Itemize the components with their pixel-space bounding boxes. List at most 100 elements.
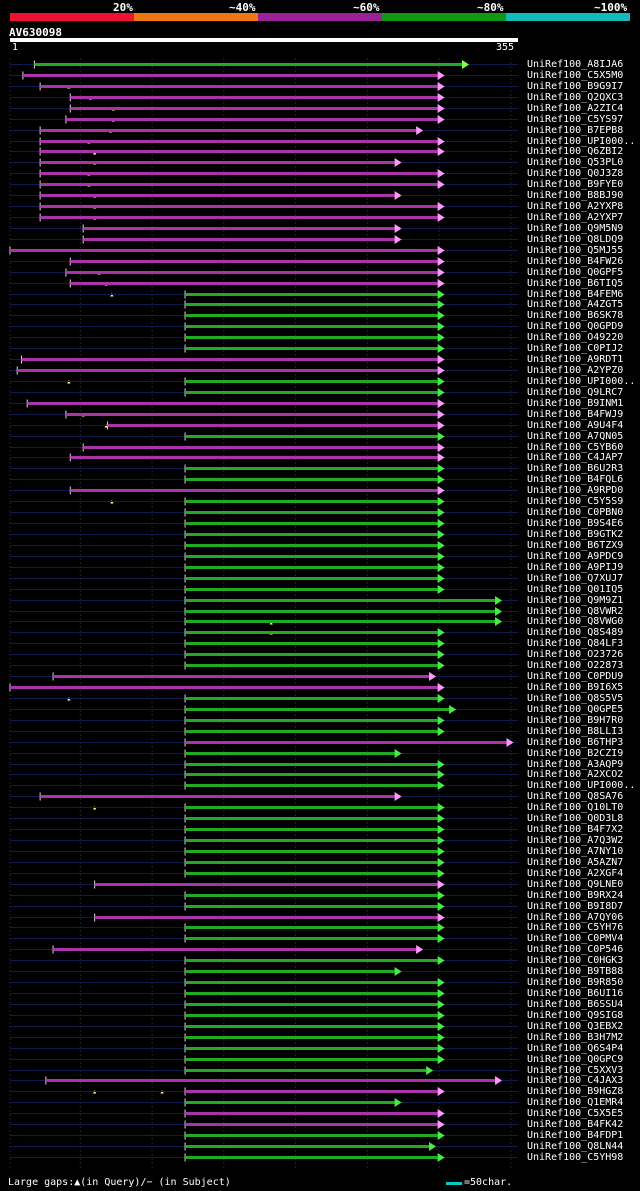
hit-label-35[interactable]: UniRef100_C5YB60 [527,441,624,453]
hit-label-92[interactable]: UniRef100_C5XXV3 [527,1064,624,1076]
hit-label-33[interactable]: UniRef100_A9U4F4 [527,419,624,431]
hit-label-84[interactable]: UniRef100_B9R850 [527,976,624,988]
hit-label-69[interactable]: UniRef100_Q0D3L8 [527,812,624,824]
hit-label-59[interactable]: UniRef100_Q0GPE5 [527,703,624,715]
hit-label-79[interactable]: UniRef100_C5YH76 [527,921,624,933]
hit-label-54[interactable]: UniRef100_O23726 [527,648,624,660]
hit-label-14[interactable]: UniRef100_A2YXP7 [527,211,624,223]
hit-label-63[interactable]: UniRef100_B2CZI9 [527,747,624,759]
hit-label-17[interactable]: UniRef100_Q5MJ55 [527,244,624,256]
hit-label-22[interactable]: UniRef100_A4ZGT5 [527,298,624,310]
hit-label-50[interactable]: UniRef100_Q8VWR2 [527,605,624,617]
hit-label-72[interactable]: UniRef100_A7NY10 [527,845,624,857]
hit-label-87[interactable]: UniRef100_Q9SIG8 [527,1009,624,1021]
hit-label-91[interactable]: UniRef100_Q0GPC9 [527,1053,624,1065]
hit-label-30[interactable]: UniRef100_Q9LRC7 [527,386,624,398]
hit-label-93[interactable]: UniRef100_C4JAX3 [527,1074,624,1086]
hit-label-21[interactable]: UniRef100_B4FEM6 [527,288,624,300]
hit-label-15[interactable]: UniRef100_Q9M5N9 [527,222,624,234]
hit-label-89[interactable]: UniRef100_B3H7M2 [527,1031,624,1043]
hit-label-41[interactable]: UniRef100_C0PBN0 [527,506,624,518]
hit-label-61[interactable]: UniRef100_B8LLI3 [527,725,624,737]
hit-label-31[interactable]: UniRef100_B9INM1 [527,397,624,409]
hit-label-20[interactable]: UniRef100_B6TIQ5 [527,277,624,289]
hit-label-12[interactable]: UniRef100_B8BJ90 [527,189,624,201]
hit-label-70[interactable]: UniRef100_B4F7X2 [527,823,624,835]
hit-label-66[interactable]: UniRef100_UPI000.. [527,779,636,791]
hit-label-95[interactable]: UniRef100_Q1EMR4 [527,1096,624,1108]
hit-label-29[interactable]: UniRef100_UPI000.. [527,375,636,387]
hit-label-98[interactable]: UniRef100_B4FDP1 [527,1129,624,1141]
hit-label-82[interactable]: UniRef100_C0HGK3 [527,954,624,966]
hit-label-83[interactable]: UniRef100_B9TB88 [527,965,624,977]
hit-label-28[interactable]: UniRef100_A2YPZ0 [527,364,624,376]
hit-label-80[interactable]: UniRef100_C0PMV4 [527,932,624,944]
hit-label-19[interactable]: UniRef100_Q0GPF5 [527,266,624,278]
hit-label-38[interactable]: UniRef100_B4FQL6 [527,473,624,485]
hit-label-99[interactable]: UniRef100_Q8LN44 [527,1140,624,1152]
hit-label-53[interactable]: UniRef100_Q84LF3 [527,637,624,649]
hit-label-96[interactable]: UniRef100_C5X5E5 [527,1107,624,1119]
hit-label-73[interactable]: UniRef100_A5AZN7 [527,856,624,868]
hit-label-78[interactable]: UniRef100_A7QY06 [527,911,624,923]
hit-label-13[interactable]: UniRef100_A2YXP8 [527,200,624,212]
hit-label-5[interactable]: UniRef100_C5YS97 [527,113,624,125]
hit-label-94[interactable]: UniRef100_B9HGZ8 [527,1085,624,1097]
hit-label-16[interactable]: UniRef100_Q8LDQ9 [527,233,624,245]
hit-label-27[interactable]: UniRef100_A9RDT1 [527,353,624,365]
hit-label-45[interactable]: UniRef100_A9PDC9 [527,550,624,562]
hit-label-23[interactable]: UniRef100_B6SK78 [527,309,624,321]
hit-label-57[interactable]: UniRef100_B9I6X5 [527,681,624,693]
hit-label-64[interactable]: UniRef100_A3AQP9 [527,758,624,770]
hit-label-0[interactable]: UniRef100_A8IJA6 [527,58,624,70]
hit-label-46[interactable]: UniRef100_A9PIJ9 [527,561,624,573]
hit-label-18[interactable]: UniRef100_B4FW26 [527,255,624,267]
hit-label-77[interactable]: UniRef100_B9I8D7 [527,900,624,912]
hit-label-68[interactable]: UniRef100_Q10LT0 [527,801,624,813]
hit-label-81[interactable]: UniRef100_C0P546 [527,943,624,955]
hit-label-74[interactable]: UniRef100_A2XGF4 [527,867,624,879]
hit-label-40[interactable]: UniRef100_C5Y5S9 [527,495,624,507]
hit-label-62[interactable]: UniRef100_B6THP3 [527,736,624,748]
hit-label-6[interactable]: UniRef100_B7EPB8 [527,124,624,136]
hit-label-71[interactable]: UniRef100_A7Q3W2 [527,834,624,846]
hit-label-10[interactable]: UniRef100_Q0J3Z8 [527,167,624,179]
hit-label-75[interactable]: UniRef100_Q9LNE0 [527,878,624,890]
hit-label-55[interactable]: UniRef100_O22873 [527,659,624,671]
hit-label-85[interactable]: UniRef100_B6UI16 [527,987,624,999]
hit-label-24[interactable]: UniRef100_Q0GPD9 [527,320,624,332]
hit-label-51[interactable]: UniRef100_Q8VWG0 [527,615,624,627]
hit-label-8[interactable]: UniRef100_Q6ZBI2 [527,145,624,157]
hit-label-37[interactable]: UniRef100_B6U2R3 [527,462,624,474]
hit-label-67[interactable]: UniRef100_Q8SA76 [527,790,624,802]
hit-label-32[interactable]: UniRef100_B4FWJ9 [527,408,624,420]
hit-label-76[interactable]: UniRef100_B9RX24 [527,889,624,901]
hit-label-4[interactable]: UniRef100_A2ZIC4 [527,102,624,114]
hit-label-60[interactable]: UniRef100_B9H7R0 [527,714,624,726]
hit-label-48[interactable]: UniRef100_Q01IQ5 [527,583,624,595]
hit-label-65[interactable]: UniRef100_A2XCO2 [527,768,624,780]
hit-label-90[interactable]: UniRef100_Q6S4P4 [527,1042,624,1054]
hit-label-25[interactable]: UniRef100_O49220 [527,331,624,343]
hit-label-97[interactable]: UniRef100_B4FK42 [527,1118,624,1130]
hit-label-86[interactable]: UniRef100_B6SSU4 [527,998,624,1010]
hit-label-26[interactable]: UniRef100_C0PIJ2 [527,342,624,354]
hit-label-9[interactable]: UniRef100_Q53PL0 [527,156,624,168]
hit-label-47[interactable]: UniRef100_Q7XUJ7 [527,572,624,584]
hit-label-7[interactable]: UniRef100_UPI000.. [527,135,636,147]
hit-label-42[interactable]: UniRef100_B9S4E6 [527,517,624,529]
hit-label-56[interactable]: UniRef100_C0PDU9 [527,670,624,682]
hit-label-36[interactable]: UniRef100_C4JAP7 [527,451,624,463]
hit-label-52[interactable]: UniRef100_Q8S489 [527,626,624,638]
hit-label-1[interactable]: UniRef100_C5X5M0 [527,69,624,81]
hit-label-88[interactable]: UniRef100_Q3EBX2 [527,1020,624,1032]
hit-label-34[interactable]: UniRef100_A7QN05 [527,430,624,442]
hit-label-43[interactable]: UniRef100_B9GTK2 [527,528,624,540]
hit-label-3[interactable]: UniRef100_Q2QXC3 [527,91,624,103]
hit-label-2[interactable]: UniRef100_B9G9I7 [527,80,624,92]
hit-label-44[interactable]: UniRef100_B6TZX9 [527,539,624,551]
hit-label-49[interactable]: UniRef100_Q9M9Z1 [527,594,624,606]
hit-label-58[interactable]: UniRef100_Q8S5V5 [527,692,624,704]
hit-label-11[interactable]: UniRef100_B9FYE0 [527,178,624,190]
hit-label-100[interactable]: UniRef100_C5YH98 [527,1151,624,1163]
